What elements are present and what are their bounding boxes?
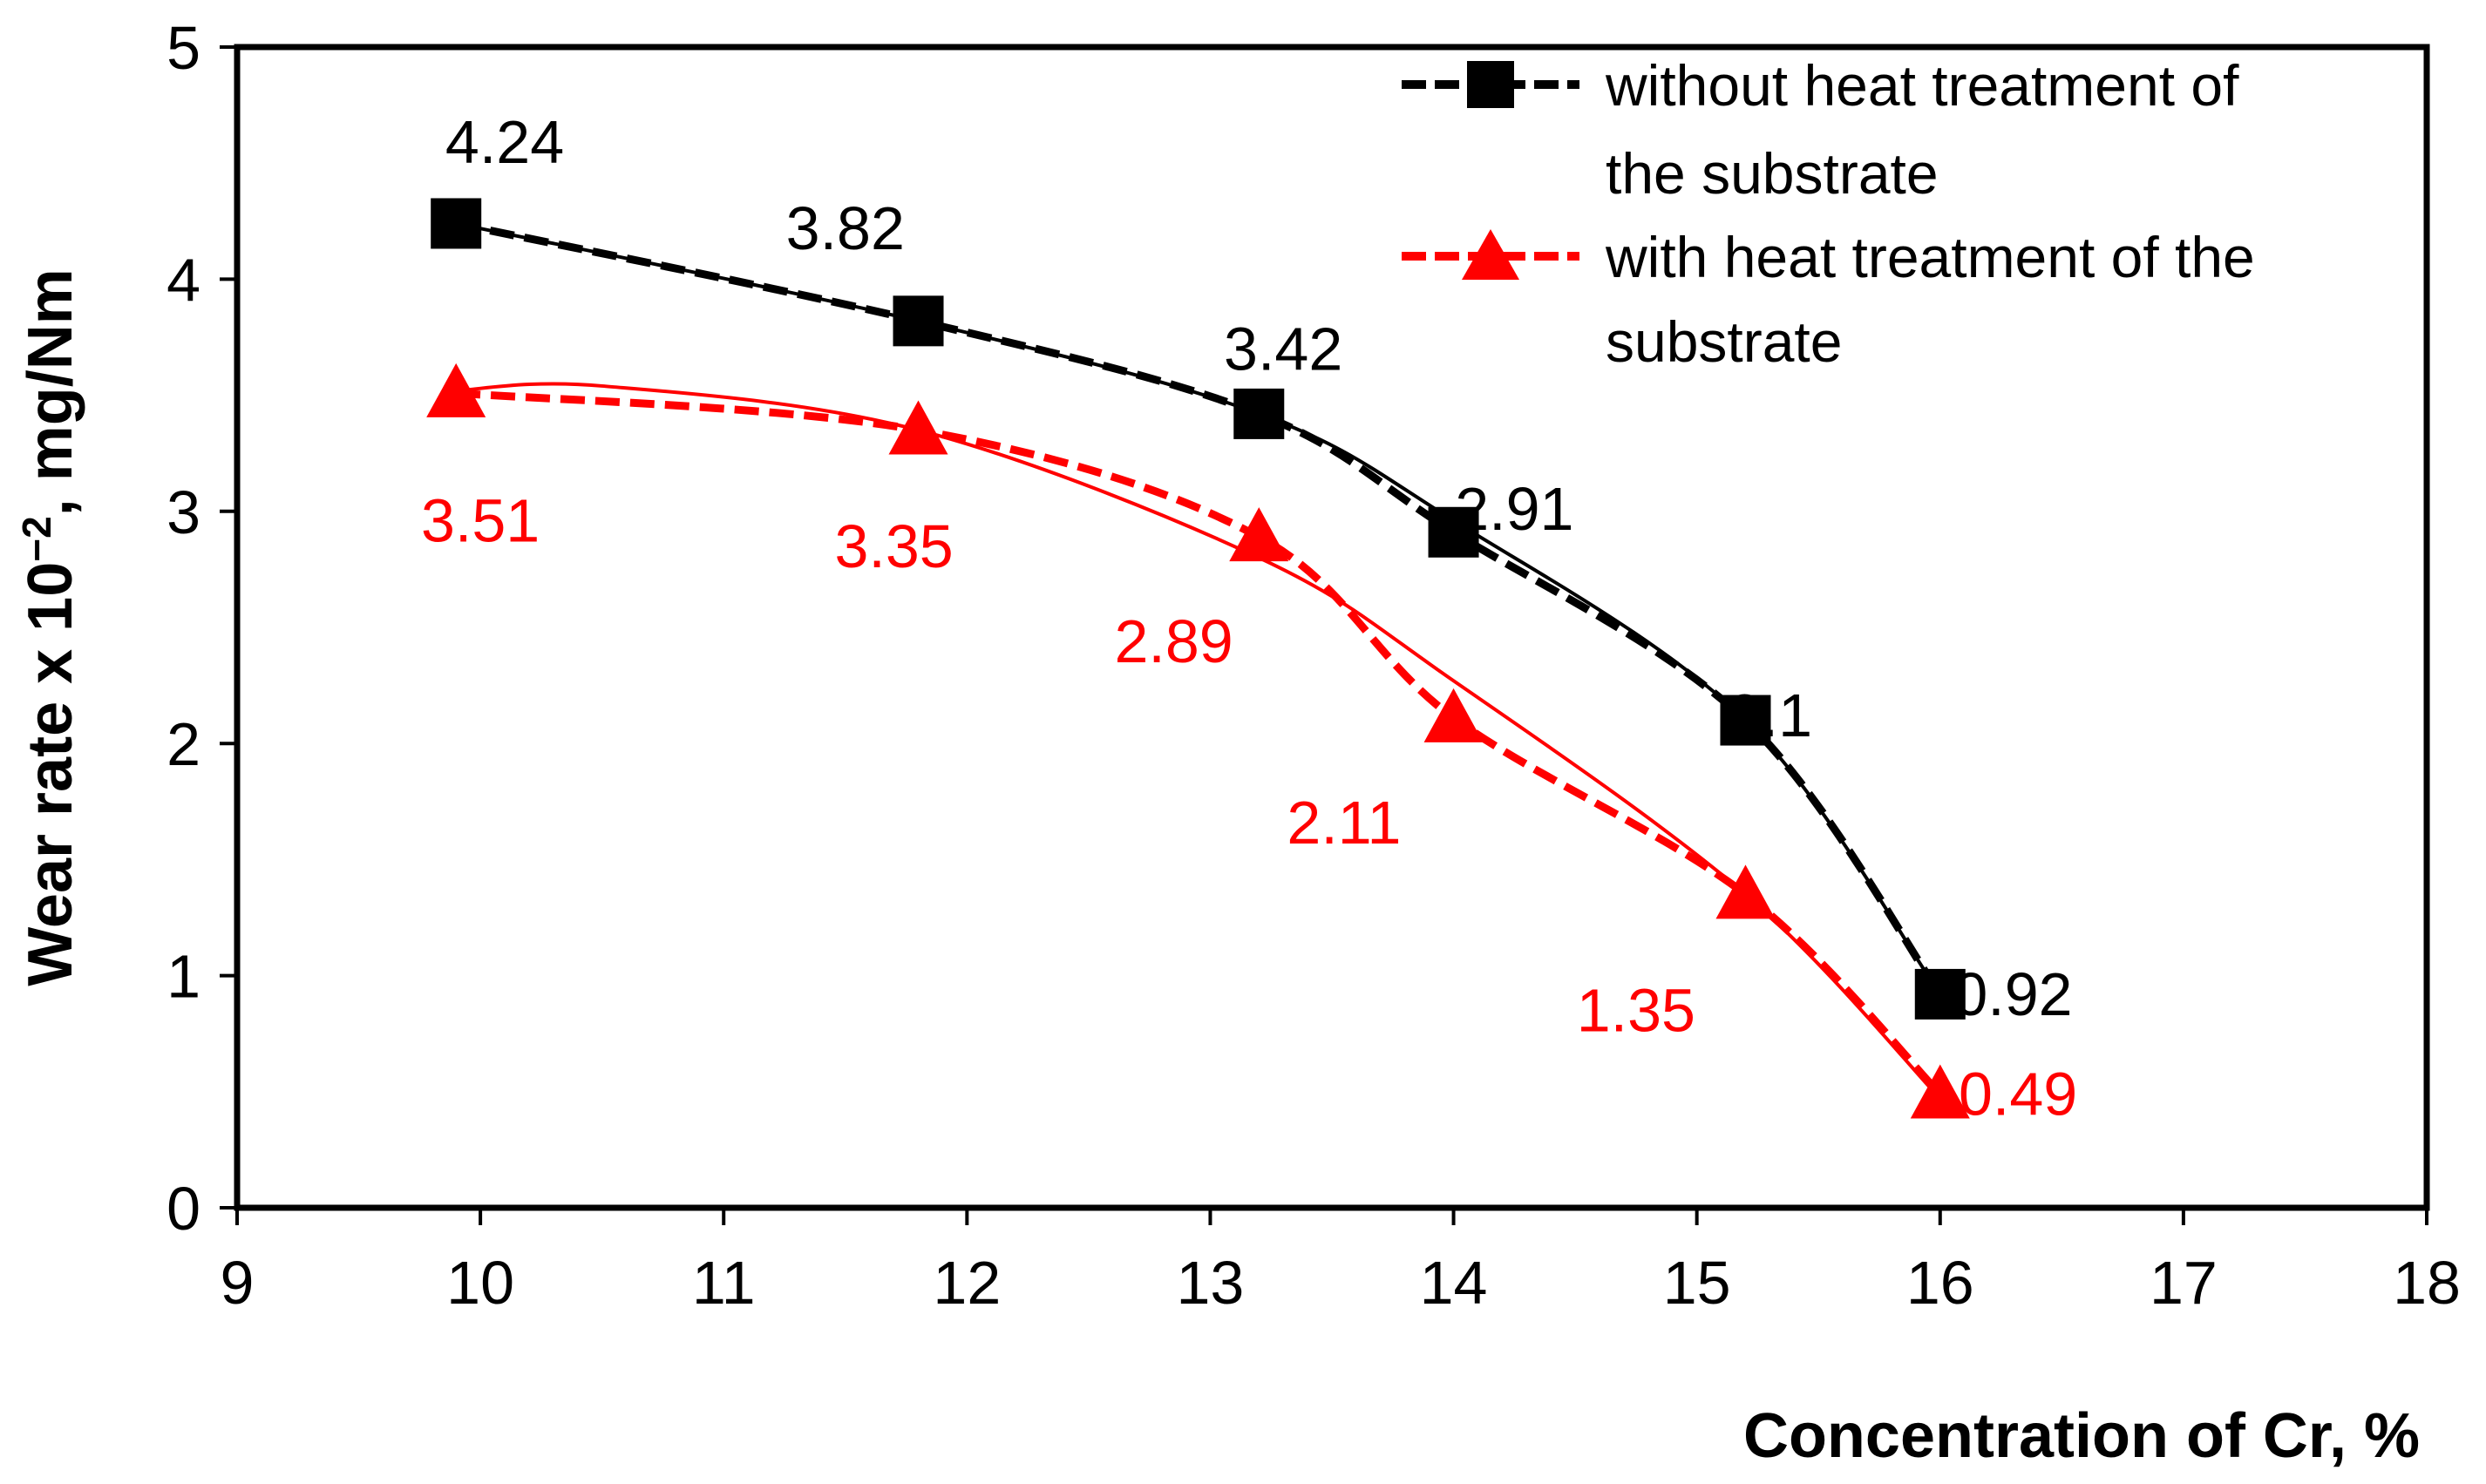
data-label-series-2: 2.89 <box>1114 607 1233 675</box>
data-point-series-1 <box>1720 695 1771 746</box>
data-label-series-1: 0.92 <box>1953 960 2072 1028</box>
y-axis-title-exponent: −2 <box>14 516 59 561</box>
x-tick-label: 15 <box>1663 1249 1731 1317</box>
x-axis-title: Concentration of Cr, % <box>1743 1401 2420 1471</box>
legend-marker-series-2 <box>1462 229 1519 280</box>
legend-label-series-1-line-1: without heat treatment of <box>1605 53 2239 118</box>
data-label-series-1: 3.42 <box>1224 315 1342 383</box>
data-point-series-2 <box>1715 864 1776 919</box>
data-label-series-2: 0.49 <box>1959 1060 2077 1128</box>
data-label-series-1: 4.24 <box>445 108 564 176</box>
data-label-series-2: 2.11 <box>1287 789 1401 857</box>
x-axis: 9 10 11 12 13 14 15 16 17 18 <box>221 1208 2461 1317</box>
data-label-series-1: 2.91 <box>1455 475 1573 543</box>
y-tick-label: 0 <box>166 1175 200 1243</box>
data-point-series-1 <box>893 295 944 347</box>
data-point-series-2 <box>1229 507 1289 562</box>
data-label-series-1: 2.1 <box>1728 681 1812 749</box>
y-tick-label: 4 <box>166 246 200 314</box>
data-point-series-1 <box>431 198 482 249</box>
x-tick-label: 12 <box>933 1249 1001 1317</box>
x-tick-label: 17 <box>2150 1249 2218 1317</box>
legend-label-series-2-line-1: with heat treatment of the <box>1605 225 2255 289</box>
x-tick-label: 13 <box>1177 1249 1245 1317</box>
legend-label-series-2-line-2: substrate <box>1606 309 1842 374</box>
y-axis-title: Wear rate x 10−2, mg/Nm <box>14 268 85 986</box>
line-series-1 <box>455 220 1944 997</box>
x-tick-label: 14 <box>1420 1249 1488 1317</box>
x-tick-label: 18 <box>2393 1249 2461 1317</box>
y-axis-title-unit: , mg/Nm <box>16 268 85 516</box>
y-tick-label: 5 <box>166 14 200 82</box>
data-point-series-1 <box>1233 388 1285 439</box>
data-label-series-2: 1.35 <box>1577 977 1695 1045</box>
x-tick-label: 16 <box>1906 1249 1974 1317</box>
legend-marker-series-1 <box>1467 61 1514 108</box>
data-point-series-2 <box>1910 1064 1970 1119</box>
y-tick-label: 2 <box>166 710 200 778</box>
y-tick-label: 1 <box>166 943 200 1011</box>
legend-label-series-1-line-2: the substrate <box>1606 141 1939 206</box>
data-point-series-2 <box>888 400 948 455</box>
x-tick-label: 9 <box>221 1249 255 1317</box>
data-point-series-1 <box>1914 968 1966 1020</box>
legend: without heat treatment of the substrate … <box>1402 53 2255 374</box>
y-tick-label: 3 <box>166 478 200 546</box>
data-label-series-2: 3.35 <box>834 512 953 580</box>
data-label-series-1: 3.82 <box>786 194 905 262</box>
data-point-series-2 <box>426 363 486 417</box>
series-2: 3.51 3.35 2.89 2.11 1.35 0.49 <box>421 363 2077 1128</box>
data-label-series-2: 3.51 <box>421 486 540 554</box>
data-point-series-1 <box>1428 506 1479 558</box>
x-tick-label: 11 <box>692 1249 756 1317</box>
plot-area <box>234 44 2430 1211</box>
y-axis-title-main: Wear rate x 10 <box>16 562 85 986</box>
y-axis: 0 1 2 3 4 5 <box>166 14 237 1243</box>
data-point-series-2 <box>1423 688 1484 742</box>
series-layer: 4.24 3.82 3.42 2.91 2.1 0.92 3.51 3.35 2.89 2.11 1… <box>421 108 2077 1128</box>
x-tick-label: 10 <box>446 1249 514 1317</box>
series-1: 4.24 3.82 3.42 2.91 2.1 0.92 <box>431 108 2073 1028</box>
